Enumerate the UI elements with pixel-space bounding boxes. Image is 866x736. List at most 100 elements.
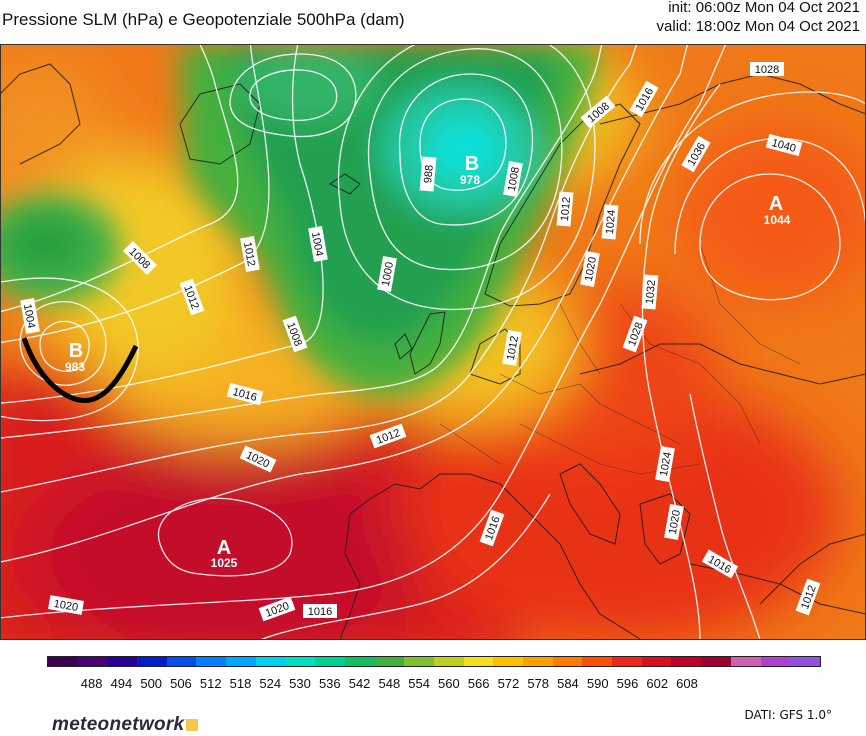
isobar-label: 1020 bbox=[580, 251, 600, 287]
isobar-label: 1008 bbox=[503, 161, 523, 197]
svg-text:988: 988 bbox=[422, 164, 436, 183]
legend-tick-label: 530 bbox=[289, 676, 311, 691]
legend-swatch bbox=[374, 657, 405, 666]
svg-text:1004: 1004 bbox=[309, 231, 325, 257]
svg-text:1020: 1020 bbox=[667, 509, 683, 535]
legend-swatch bbox=[641, 657, 672, 666]
legend-swatch bbox=[701, 657, 731, 666]
isobar-label: 1024 bbox=[655, 446, 675, 482]
svg-text:1025: 1025 bbox=[211, 556, 238, 570]
svg-text:1020: 1020 bbox=[583, 256, 599, 282]
legend-swatch bbox=[196, 657, 227, 666]
legend-swatch bbox=[166, 657, 197, 666]
legend-color-bar bbox=[47, 656, 821, 667]
legend-tick-label: 500 bbox=[140, 676, 163, 691]
legend-swatch bbox=[463, 657, 494, 666]
svg-text:1012: 1012 bbox=[241, 241, 257, 267]
high-azores: A 1025 bbox=[211, 537, 238, 570]
legend-tick-label: 566 bbox=[467, 676, 490, 691]
valid-time: valid: 18:00z Mon 04 Oct 2021 bbox=[656, 18, 860, 35]
legend-swatch bbox=[285, 657, 316, 666]
legend-swatch bbox=[344, 657, 375, 666]
color-legend: 488 494 500 506 512 518 524 530 536 542 548 554 560 5… bbox=[47, 656, 821, 691]
low-atlantic-west: B 983 bbox=[65, 340, 85, 374]
legend-tick-label: 584 bbox=[557, 676, 579, 691]
isobar-label: 1000 bbox=[377, 256, 397, 292]
legend-tick-label: 578 bbox=[527, 676, 550, 691]
isobar-label: 1012 bbox=[502, 330, 522, 366]
isobar-label: 1028 bbox=[750, 62, 784, 76]
isobar-label: 1004 bbox=[20, 298, 40, 334]
trough-axis bbox=[21, 337, 139, 403]
svg-text:A: A bbox=[769, 193, 783, 215]
svg-text:1000: 1000 bbox=[380, 261, 396, 287]
isobar-label: 1004 bbox=[308, 226, 328, 262]
legend-tick-label: 572 bbox=[497, 676, 520, 691]
legend-swatch bbox=[433, 657, 464, 666]
legend-tick-label: 608 bbox=[676, 676, 698, 691]
legend-swatch bbox=[582, 657, 613, 666]
legend-tick-label: 560 bbox=[438, 676, 460, 691]
legend-swatch bbox=[760, 657, 791, 666]
svg-text:B: B bbox=[465, 153, 479, 175]
svg-text:1028: 1028 bbox=[755, 64, 779, 76]
legend-tick-label: 554 bbox=[408, 676, 430, 691]
legend-tick-label: 548 bbox=[378, 676, 401, 691]
svg-text:1024: 1024 bbox=[604, 209, 618, 234]
legend-swatch bbox=[137, 657, 167, 666]
legend-swatch bbox=[523, 657, 553, 666]
legend-swatch bbox=[493, 657, 523, 666]
svg-text:1024: 1024 bbox=[658, 451, 674, 477]
brand-logo: meteonetwork bbox=[52, 714, 199, 736]
chart-title: Pressione SLM (hPa) e Geopotenziale 500h… bbox=[2, 10, 405, 29]
legend-tick-label: 512 bbox=[199, 676, 222, 691]
svg-text:1012: 1012 bbox=[505, 335, 521, 361]
isobar-label: 988 bbox=[419, 156, 437, 192]
isobar-label: 1020 bbox=[664, 504, 684, 540]
data-source: DATI: GFS 1.0° bbox=[744, 708, 832, 722]
init-time: init: 06:00z Mon 04 Oct 2021 bbox=[668, 0, 860, 16]
legend-swatch bbox=[48, 657, 78, 666]
svg-text:1004: 1004 bbox=[21, 303, 37, 329]
legend-swatch bbox=[730, 657, 761, 666]
legend-ticks: 488 494 500 506 512 518 524 530 536 542 548 554 560 5… bbox=[47, 667, 821, 691]
legend-swatch bbox=[255, 657, 286, 666]
high-russia: A 1044 bbox=[764, 193, 791, 227]
legend-tick-label: 542 bbox=[348, 676, 371, 691]
legend-tick-label: 518 bbox=[229, 676, 252, 691]
svg-text:1012: 1012 bbox=[559, 196, 573, 221]
legend-tick-label: 596 bbox=[616, 676, 639, 691]
low-icelandic: B 978 bbox=[460, 153, 480, 187]
legend-tick-label: 524 bbox=[259, 676, 282, 691]
svg-text:1016: 1016 bbox=[308, 606, 332, 618]
svg-text:1020: 1020 bbox=[53, 598, 79, 614]
legend-swatch bbox=[671, 657, 702, 666]
legend-tick-label: 602 bbox=[646, 676, 669, 691]
coastlines bbox=[0, 63, 866, 640]
isobar-label: 1020 bbox=[48, 595, 84, 615]
run-info: init: 06:00z Mon 04 Oct 2021 valid: 18:0… bbox=[657, 0, 860, 36]
isobar-label: 1024 bbox=[601, 204, 619, 240]
svg-text:B: B bbox=[69, 340, 83, 362]
legend-tick-label: 488 bbox=[80, 676, 103, 691]
legend-swatch bbox=[612, 657, 642, 666]
legend-swatch bbox=[790, 657, 820, 666]
legend-swatch bbox=[107, 657, 138, 666]
legend-swatch bbox=[552, 657, 583, 666]
isobar-label: 1012 bbox=[556, 191, 574, 227]
weather-map: 1028 1016 1008 1012 1040 1036 1024 1032 … bbox=[0, 44, 866, 640]
svg-text:A: A bbox=[217, 537, 231, 559]
legend-swatch bbox=[77, 657, 108, 666]
legend-tick-label: 590 bbox=[586, 676, 609, 691]
isobar-label: 1032 bbox=[641, 274, 659, 310]
legend-swatch bbox=[404, 657, 434, 666]
isobar-label: 1012 bbox=[240, 236, 260, 272]
svg-text:978: 978 bbox=[460, 173, 480, 187]
svg-text:1044: 1044 bbox=[764, 213, 791, 227]
svg-text:983: 983 bbox=[65, 360, 85, 374]
legend-swatch bbox=[226, 657, 256, 666]
isobar-label: 1016 bbox=[303, 604, 337, 618]
svg-text:1008: 1008 bbox=[506, 166, 522, 192]
svg-text:1032: 1032 bbox=[644, 279, 658, 304]
legend-tick-label: 536 bbox=[318, 676, 341, 691]
